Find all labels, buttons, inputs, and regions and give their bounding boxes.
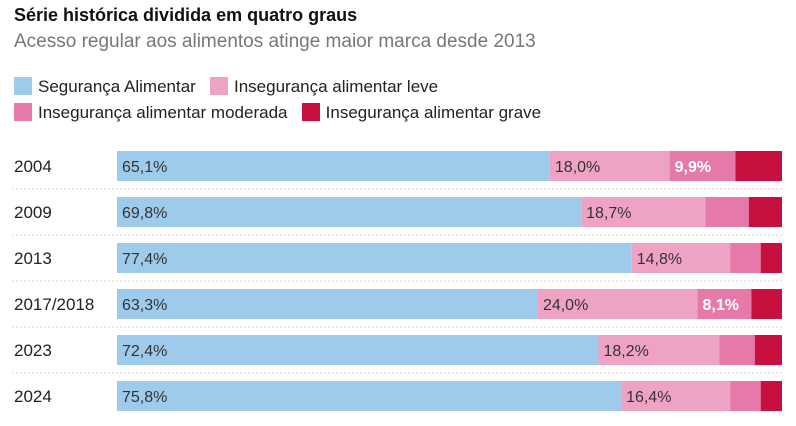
legend-item-seguranca: Segurança Alimentar (14, 77, 196, 96)
bar-segment (760, 243, 782, 273)
chart-title: Série histórica dividida em quatro graus (14, 5, 358, 25)
data-label: 18,7% (586, 205, 631, 222)
bar-segment (117, 381, 622, 411)
bar-segment (621, 381, 731, 411)
bar-segment (754, 335, 782, 365)
legend-item-grave: Insegurança alimentar grave (301, 103, 542, 122)
data-label: 77,4% (122, 251, 167, 268)
bar-segment (117, 197, 582, 227)
category-label: 2017/2018 (14, 295, 94, 314)
data-label: 18,0% (555, 159, 600, 176)
legend-swatch (14, 103, 32, 121)
data-label: 18,2% (603, 343, 648, 360)
bar-segment (631, 243, 731, 273)
category-label: 2004 (14, 157, 52, 176)
data-label: 8,1% (703, 297, 739, 314)
data-label: 9,9% (675, 159, 711, 176)
bar-segment (537, 289, 698, 319)
data-label: 63,3% (122, 297, 167, 314)
bar-segment (730, 243, 761, 273)
data-label: 72,4% (122, 343, 167, 360)
legend-label: Insegurança alimentar leve (234, 77, 439, 96)
data-label: 24,0% (543, 297, 588, 314)
bar-segment (760, 381, 782, 411)
bar-segment (598, 335, 720, 365)
bar-segment (705, 197, 749, 227)
data-label: 75,8% (122, 389, 167, 406)
bar-segment (549, 151, 670, 181)
bar-segment (751, 289, 782, 319)
legend-item-moderada: Insegurança alimentar moderada (14, 103, 287, 122)
legend-label: Insegurança alimentar moderada (38, 103, 288, 122)
bar-segment (117, 335, 599, 365)
data-label: 69,8% (122, 205, 167, 222)
bar-segment (669, 151, 736, 181)
legend-swatch (14, 77, 32, 95)
legend-item-leve: Insegurança alimentar leve (210, 77, 438, 96)
data-label: 14,8% (637, 251, 682, 268)
bar-segment (581, 197, 706, 227)
bar-segment (117, 151, 550, 181)
bar-segment (735, 151, 782, 181)
bar-segment (730, 381, 761, 411)
legend-label: Insegurança alimentar grave (325, 103, 542, 122)
data-label: 16,4% (626, 389, 671, 406)
legend-label: Segurança Alimentar (38, 77, 196, 96)
bar-segment (719, 335, 755, 365)
chart-subtitle: Acesso regular aos alimentos atinge maio… (14, 31, 536, 52)
category-label: 2009 (14, 203, 52, 222)
legend-swatch (301, 103, 320, 121)
bar-segment (697, 289, 752, 319)
legend-swatch (210, 77, 228, 95)
data-label: 65,1% (122, 159, 167, 176)
chart-legend: Segurança Alimentar Insegurança alimenta… (14, 74, 714, 126)
bar-segment (117, 243, 632, 273)
category-label: 2013 (14, 249, 52, 268)
category-label: 2023 (14, 341, 52, 360)
category-label: 2024 (14, 387, 52, 406)
bar-segment (117, 289, 538, 319)
bar-segment (748, 197, 782, 227)
